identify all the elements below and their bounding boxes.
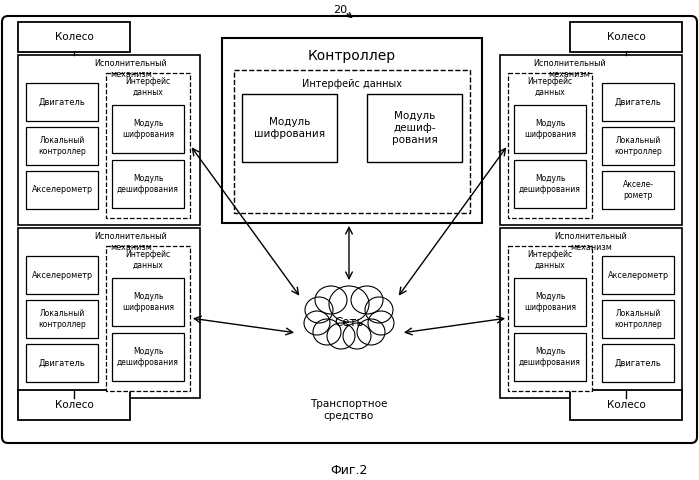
Bar	[106, 246, 190, 391]
Text: Модуль
шифрования: Модуль шифрования	[254, 117, 325, 139]
Ellipse shape	[329, 286, 369, 322]
Text: Модуль
дешиф-
рования: Модуль дешиф- рования	[391, 111, 438, 144]
Ellipse shape	[368, 311, 394, 335]
Ellipse shape	[347, 302, 387, 338]
Bar	[26, 300, 98, 338]
Text: Исполнительный
механизм: Исполнительный механизм	[554, 232, 628, 252]
Bar	[112, 333, 184, 381]
Text: Локальный
контроллер: Локальный контроллер	[38, 136, 86, 156]
Text: Колесо: Колесо	[55, 400, 94, 410]
Text: Интерфейс
данных: Интерфейс данных	[528, 250, 572, 270]
Ellipse shape	[357, 319, 385, 345]
Ellipse shape	[304, 311, 330, 335]
Text: Модуль
шифрования: Модуль шифрования	[122, 120, 174, 139]
Text: Локальный
контроллер: Локальный контроллер	[614, 136, 662, 156]
Ellipse shape	[343, 323, 371, 349]
Bar	[18, 390, 130, 420]
Text: Акселе-
рометр: Акселе- рометр	[623, 180, 654, 200]
Bar	[26, 256, 98, 294]
Text: Исполнительный
механизм: Исполнительный механизм	[94, 232, 167, 252]
Text: Интерфейс
данных: Интерфейс данных	[125, 250, 171, 270]
Ellipse shape	[315, 286, 347, 314]
Ellipse shape	[311, 302, 351, 338]
Bar	[514, 278, 586, 326]
Text: 20: 20	[333, 5, 347, 15]
Bar	[514, 160, 586, 208]
Text: Модуль
шифрования: Модуль шифрования	[524, 120, 576, 139]
Text: Модуль
дешифрования: Модуль дешифрования	[117, 174, 179, 194]
Bar	[18, 22, 130, 52]
Text: Двигатель: Двигатель	[614, 97, 661, 107]
Bar	[508, 73, 592, 218]
Bar	[367, 94, 462, 162]
Bar	[234, 70, 470, 213]
Text: Интерфейс
данных: Интерфейс данных	[125, 77, 171, 96]
Bar	[514, 105, 586, 153]
Ellipse shape	[305, 297, 333, 323]
Text: Исполнительный
механизм: Исполнительный механизм	[533, 60, 605, 79]
Bar	[18, 55, 200, 225]
Bar	[18, 228, 200, 398]
Bar	[26, 171, 98, 209]
Text: Модуль
дешифрования: Модуль дешифрования	[117, 348, 179, 367]
Bar	[602, 127, 674, 165]
Text: Двигатель: Двигатель	[614, 359, 661, 368]
Text: Модуль
шифрования: Модуль шифрования	[524, 292, 576, 312]
Text: Локальный
контроллер: Локальный контроллер	[614, 309, 662, 329]
Text: Модуль
шифрования: Модуль шифрования	[122, 292, 174, 312]
Bar	[26, 127, 98, 165]
Bar	[602, 344, 674, 382]
Text: Модуль
дешифрования: Модуль дешифрования	[519, 174, 581, 194]
Bar	[112, 105, 184, 153]
Ellipse shape	[327, 323, 355, 349]
Text: Контроллер: Контроллер	[308, 49, 396, 63]
Bar	[508, 246, 592, 391]
Bar	[570, 22, 682, 52]
Ellipse shape	[351, 286, 383, 314]
Text: Сеть: Сеть	[334, 315, 363, 328]
Text: Модуль
дешифрования: Модуль дешифрования	[519, 348, 581, 367]
Bar	[112, 278, 184, 326]
Text: Двигатель: Двигатель	[38, 97, 85, 107]
Text: Колесо: Колесо	[55, 32, 94, 42]
Bar	[112, 160, 184, 208]
Bar	[242, 94, 337, 162]
Bar	[602, 256, 674, 294]
Ellipse shape	[365, 297, 393, 323]
Ellipse shape	[321, 295, 377, 347]
Bar	[602, 171, 674, 209]
Text: Исполнительный
механизм: Исполнительный механизм	[94, 60, 167, 79]
Text: Акселерометр: Акселерометр	[607, 271, 668, 279]
Text: Колесо: Колесо	[607, 400, 645, 410]
Bar	[500, 228, 682, 398]
Text: Акселерометр: Акселерометр	[31, 185, 92, 194]
Text: Локальный
контроллер: Локальный контроллер	[38, 309, 86, 329]
Text: Акселерометр: Акселерометр	[31, 271, 92, 279]
Bar	[514, 333, 586, 381]
Text: Двигатель: Двигатель	[38, 359, 85, 368]
Text: Фиг.2: Фиг.2	[331, 464, 368, 477]
Bar	[570, 390, 682, 420]
Bar	[602, 83, 674, 121]
Bar	[222, 38, 482, 223]
FancyBboxPatch shape	[2, 16, 697, 443]
Text: Интерфейс
данных: Интерфейс данных	[528, 77, 572, 96]
Text: Транспортное
средство: Транспортное средство	[310, 399, 388, 421]
Bar	[500, 55, 682, 225]
Ellipse shape	[313, 319, 341, 345]
Text: Интерфейс данных: Интерфейс данных	[302, 79, 402, 89]
Bar	[602, 300, 674, 338]
Bar	[26, 83, 98, 121]
Bar	[26, 344, 98, 382]
Bar	[106, 73, 190, 218]
Text: Колесо: Колесо	[607, 32, 645, 42]
